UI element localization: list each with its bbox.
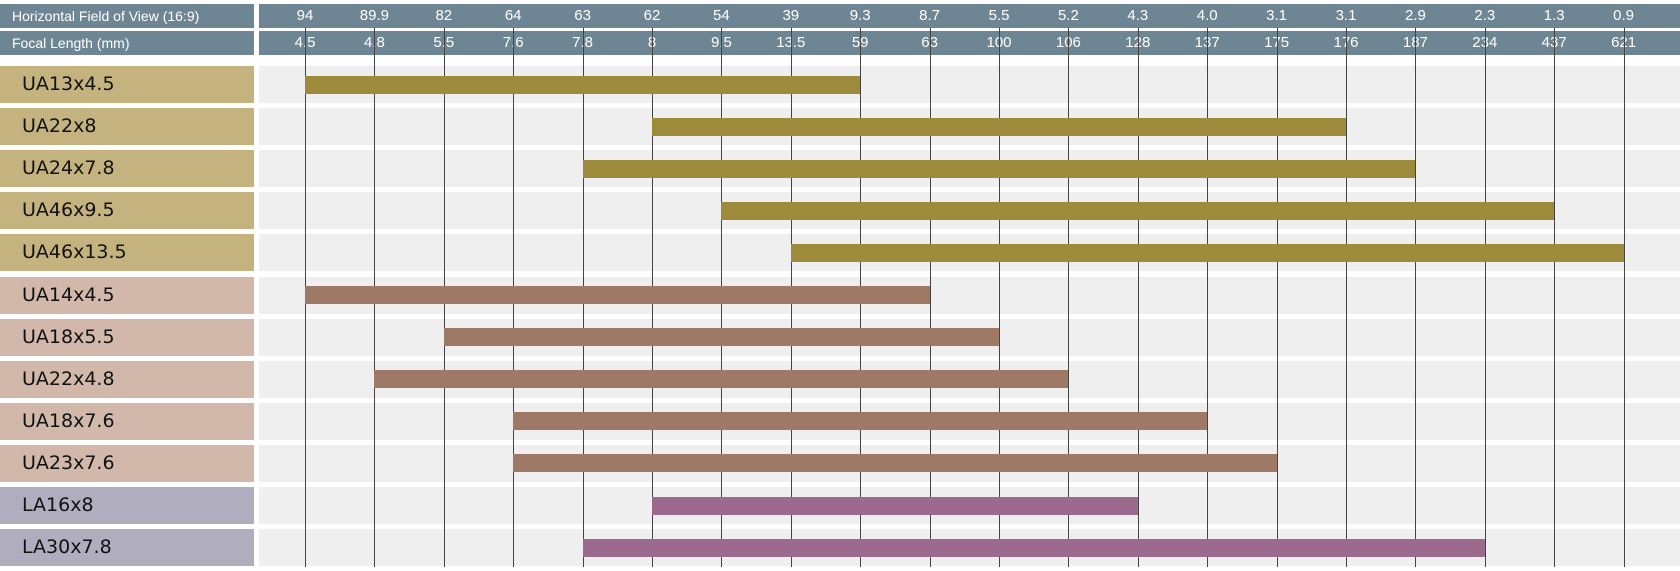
lens-label: UA22x4.8 xyxy=(0,360,254,398)
tick-label: 175 xyxy=(1247,31,1307,55)
tick-label: 5.5 xyxy=(414,31,474,55)
range-bar-ua18x5.5 xyxy=(443,328,999,347)
lens-label: UA14x4.5 xyxy=(0,276,254,314)
tick-label: 82 xyxy=(435,7,453,24)
tick-label: 64 xyxy=(504,7,522,24)
lens-label: UA18x5.5 xyxy=(0,318,254,356)
tick-label: 1.3 xyxy=(1543,7,1565,24)
tick-label: 2.3 xyxy=(1474,7,1496,24)
lens-label: LA16x8 xyxy=(0,487,254,524)
tick-label: 63 xyxy=(900,31,960,55)
lens-label: UA23x7.6 xyxy=(0,444,254,482)
grid-line xyxy=(1346,28,1347,567)
tick-label: 4.3 xyxy=(1127,7,1149,24)
grid-line xyxy=(1068,28,1069,567)
tick-label: 7.8 xyxy=(553,31,613,55)
lens-label: LA30x7.8 xyxy=(0,529,254,567)
range-bar-ua24x7.8 xyxy=(582,159,1416,178)
lens-label: UA46x13.5 xyxy=(0,234,254,272)
tick-label: 62 xyxy=(643,7,661,24)
range-bar-ua46x9.5 xyxy=(721,201,1555,220)
range-bar-ua46x13.5 xyxy=(790,243,1624,262)
tick-label: 39 xyxy=(782,7,800,24)
tick-label: 0.9 xyxy=(1613,7,1635,24)
grid-line xyxy=(1624,28,1625,567)
tick-label: 54 xyxy=(713,7,730,24)
lens-label: UA22x8 xyxy=(0,108,254,146)
lens-label: UA18x7.6 xyxy=(0,402,254,440)
lens-label: UA24x7.8 xyxy=(0,150,254,188)
range-bar-ua22x8 xyxy=(652,117,1346,136)
header-fov-label: Horizontal Field of View (16:9) xyxy=(0,4,254,28)
tick-label: 3.1 xyxy=(1335,7,1357,24)
grid-line xyxy=(930,28,931,567)
grid-line xyxy=(999,28,1000,567)
grid-line xyxy=(1277,28,1278,567)
tick-label: 3.1 xyxy=(1266,7,1288,24)
grid-line xyxy=(1554,28,1555,567)
tick-label: 234 xyxy=(1455,31,1515,55)
tick-label: 621 xyxy=(1594,31,1654,55)
header-focal-ticks: 4.54.85.57.67.889.513.559631001061281371… xyxy=(259,31,1680,55)
range-bar-ua23x7.6 xyxy=(513,454,1277,473)
header-fov-ticks: 94 89.9 82 64 63 62 54 39 9.3 8.7 5.5 5.2 4.3 4.0 3.1 3… xyxy=(259,4,1680,28)
lens-label: UA46x9.5 xyxy=(0,192,254,230)
tick-label: 4.0 xyxy=(1196,7,1218,24)
tick-label: 89.9 xyxy=(359,7,389,24)
header-focal-label: Focal Length (mm) xyxy=(0,31,254,55)
tick-label: 5.5 xyxy=(988,7,1010,24)
tick-label: 2.9 xyxy=(1404,7,1426,24)
grid-line xyxy=(1138,28,1139,567)
range-bar-ua22x4.8 xyxy=(374,370,1069,389)
range-bar-ua13x4.5 xyxy=(305,75,861,94)
tick-label: 5.2 xyxy=(1057,7,1079,24)
grid-line xyxy=(1485,28,1486,567)
grid-line xyxy=(1207,28,1208,567)
tick-label: 4.5 xyxy=(294,34,316,51)
range-bar-la30x7.8 xyxy=(582,538,1485,557)
range-bar-la16x8 xyxy=(652,496,1138,515)
tick-label: 13.5 xyxy=(761,31,821,55)
range-bar-ua18x7.6 xyxy=(513,412,1208,431)
range-bar-ua14x4.5 xyxy=(305,286,930,304)
tick-label: 128 xyxy=(1108,31,1168,55)
grid-line xyxy=(1415,28,1416,567)
lens-label: UA13x4.5 xyxy=(0,66,254,103)
tick-label: 8.7 xyxy=(919,7,941,24)
tick-label: 63 xyxy=(574,7,591,24)
tick-label: 9.3 xyxy=(849,7,871,24)
tick-label: 94 xyxy=(296,7,314,24)
